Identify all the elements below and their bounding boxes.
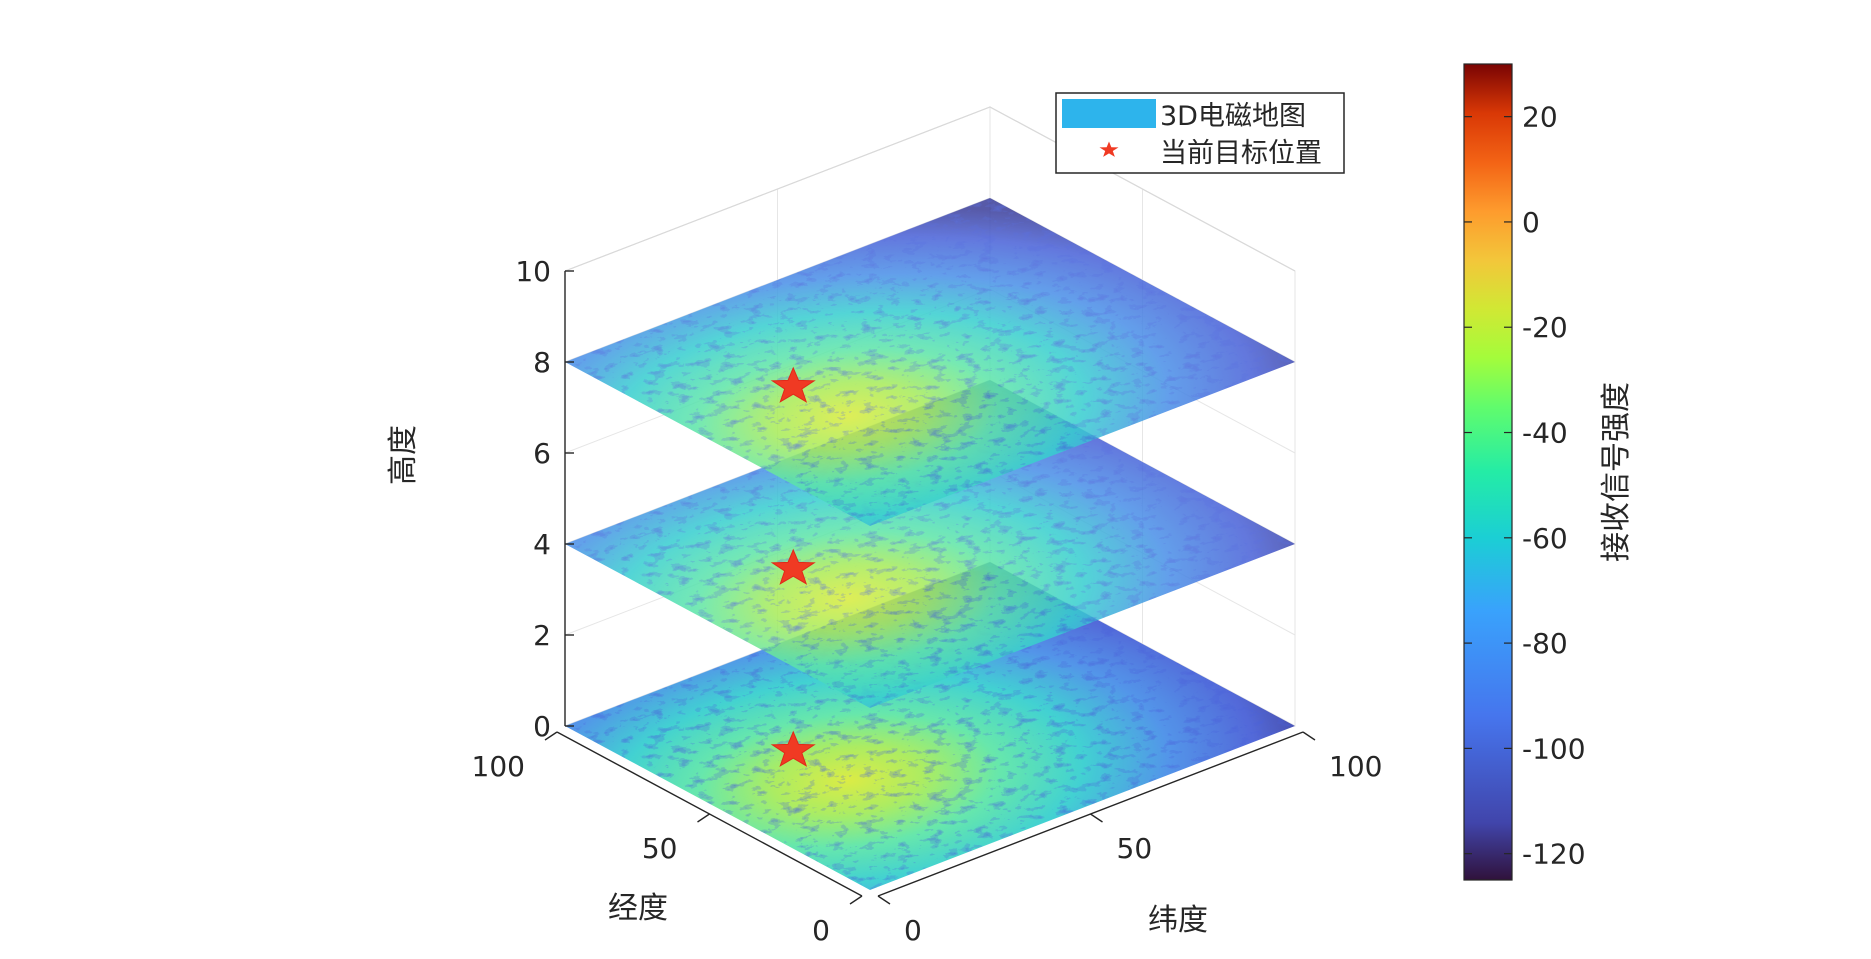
z-tick-label: 2 xyxy=(533,619,551,652)
surface-fill xyxy=(564,562,1296,890)
y-tick-label: 0 xyxy=(812,914,830,947)
legend-patch-surface xyxy=(1062,99,1156,128)
x-axis-label: 纬度 xyxy=(1148,903,1208,938)
box-top-edge xyxy=(564,106,1296,272)
colorbar-tick-label: 20 xyxy=(1522,101,1558,134)
colorbar-tick-label: -80 xyxy=(1522,627,1568,660)
x-tick-mark xyxy=(1090,813,1103,823)
x-tick-label: 100 xyxy=(1329,750,1382,783)
target-markers xyxy=(770,366,816,767)
z-tick-label: 6 xyxy=(533,437,551,470)
z-axis-label: 高度 xyxy=(386,425,421,485)
y-tick-mark xyxy=(544,731,558,741)
colorbar-ticks: 20 0 -20 -40 -60 -80 -100 -120 xyxy=(1464,101,1586,871)
colorbar-gradient xyxy=(1463,63,1513,881)
y-tick-label: 100 xyxy=(472,750,525,783)
y-tick-mark xyxy=(849,895,863,905)
y-tick-mark xyxy=(697,813,710,823)
legend: 3D电磁地图 当前目标位置 xyxy=(1055,92,1345,174)
surface-layer xyxy=(564,562,1296,890)
colorbar-label: 接收信号强度 xyxy=(1599,382,1634,562)
colorbar-tick-label: -20 xyxy=(1522,311,1568,344)
z-tick-label: 4 xyxy=(533,528,551,561)
z-tick-label: 0 xyxy=(533,710,551,743)
surface-fill xyxy=(564,198,1296,526)
colorbar-tick-label: 0 xyxy=(1522,206,1540,239)
target-marker xyxy=(770,366,816,403)
x-tick-mark xyxy=(1302,731,1316,741)
surface-fill xyxy=(564,380,1296,708)
colorbar-tick-label: -40 xyxy=(1522,417,1568,450)
target-marker xyxy=(770,730,816,767)
y-axis-label: 经度 xyxy=(608,891,668,926)
surface-layer xyxy=(564,380,1296,708)
legend-label-surface: 3D电磁地图 xyxy=(1160,101,1306,132)
x-tick-label: 0 xyxy=(904,914,922,947)
legend-marker-target xyxy=(1099,141,1119,157)
colorbar-tick-label: -60 xyxy=(1522,522,1568,555)
surface-layer xyxy=(564,198,1296,526)
x-tick-mark xyxy=(877,895,891,905)
z-tick-label: 8 xyxy=(533,346,551,379)
colorbar: 20 0 -20 -40 -60 -80 -100 -120 接收信号强度 xyxy=(1463,63,1634,881)
surface-layers xyxy=(564,198,1296,890)
legend-label-target: 当前目标位置 xyxy=(1160,138,1322,169)
z-tick-label: 10 xyxy=(515,255,551,288)
colorbar-tick-label: -120 xyxy=(1522,838,1586,871)
target-marker xyxy=(770,548,816,585)
x-tick-label: 50 xyxy=(1117,832,1153,865)
colorbar-tick-label: -100 xyxy=(1522,732,1586,765)
y-tick-label: 50 xyxy=(642,832,678,865)
